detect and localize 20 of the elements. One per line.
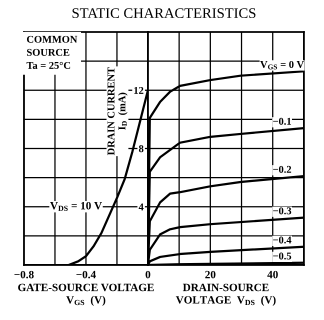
y-tick-label: 4 [138,203,144,210]
x-tick-label: 0 [146,270,150,278]
annotation: V$_{DS}$ = 10 V [50,202,102,211]
y-tick-label: 12 [134,86,144,94]
x-tick-label: −0.4 [76,270,96,278]
chart-title: STATIC CHARACTERISTICS [72,8,256,18]
series-label: −0.3 [273,207,292,214]
series-label: −0.4 [273,236,292,244]
x-tick-label: −0.8 [14,270,34,278]
series-label: −0.1 [273,118,292,125]
series-label: −0.5 [273,252,292,260]
series-label: V$_{GS}$ = 0 V [260,60,304,70]
y-tick-label: 8 [138,145,144,152]
x-tick-label: 20 [205,270,216,278]
annotation: COMMON SOURCE Ta = 25°C [26,36,78,69]
x-axis-title: DRAIN-SOURCE VOLTAGE V$_{DS}$ (V) [176,284,276,306]
y-axis-title: DRAIN CURRENT I$_{D}$ (mA) [108,67,128,156]
x-tick-label: 40 [267,270,278,278]
x-axis-title: GATE-SOURCE VOLTAGE V$_{GS}$ (V) [18,284,154,306]
series-label: −0.2 [273,166,292,173]
